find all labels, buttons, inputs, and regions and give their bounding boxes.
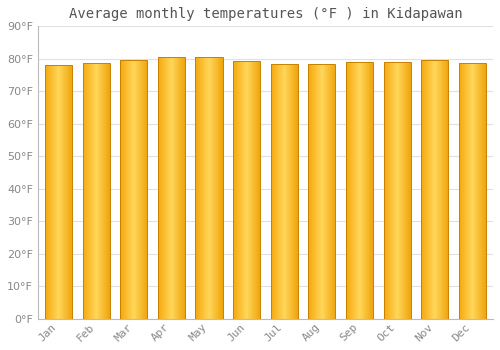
Bar — [384, 62, 410, 319]
Title: Average monthly temperatures (°F ) in Kidapawan: Average monthly temperatures (°F ) in Ki… — [68, 7, 462, 21]
Bar — [308, 64, 336, 319]
Bar — [233, 61, 260, 319]
Bar — [45, 65, 72, 319]
Bar — [120, 60, 148, 319]
Bar — [421, 61, 448, 319]
Bar — [346, 62, 373, 319]
Bar — [270, 64, 298, 319]
Bar — [158, 57, 185, 319]
Bar — [82, 63, 110, 319]
Bar — [459, 63, 486, 319]
Bar — [196, 57, 222, 319]
